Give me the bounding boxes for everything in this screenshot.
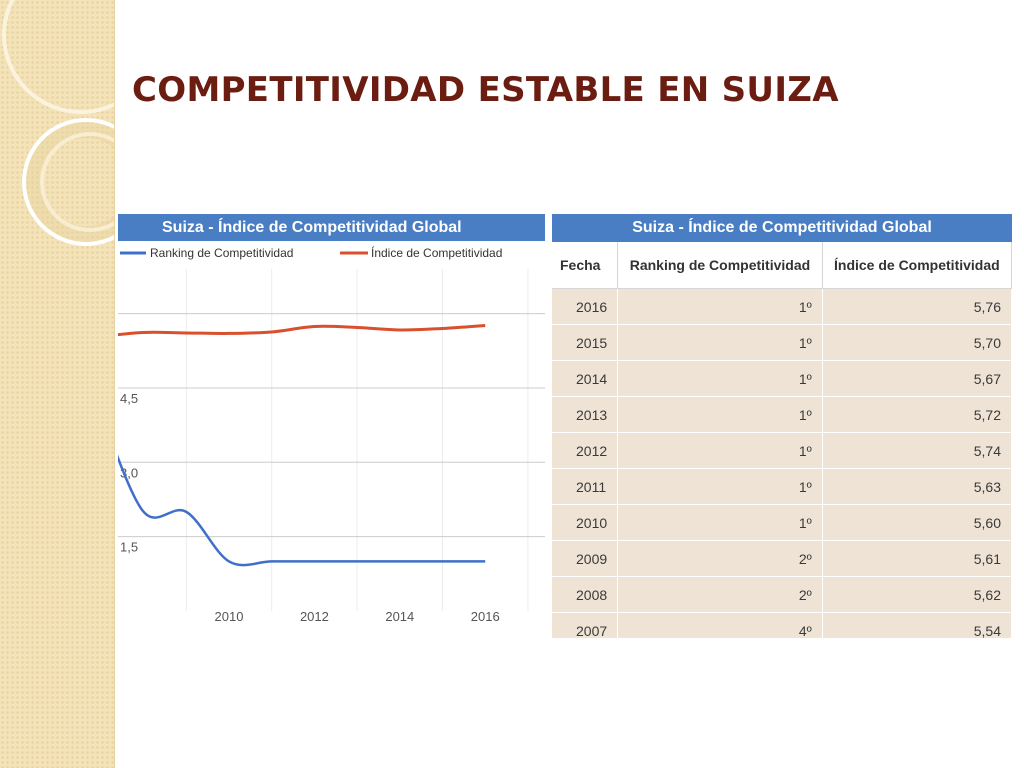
legend-label-indice: Índice de Competitividad xyxy=(371,245,502,260)
table-row: 2007 4º 5,54 xyxy=(552,612,1012,638)
decorative-ring xyxy=(2,0,114,114)
data-table: Fecha Ranking de Competitividad Índice d… xyxy=(552,242,1012,638)
chart-panel: Suiza - Índice de Competitividad Global … xyxy=(118,214,545,624)
cell-indice: 5,61 xyxy=(822,540,1012,577)
series-line-indice xyxy=(118,324,486,337)
cell-fecha: 2009 xyxy=(552,540,619,577)
x-tick-label: 2012 xyxy=(300,609,329,624)
cell-fecha: 2012 xyxy=(552,432,619,469)
cell-ranking: 1º xyxy=(617,288,823,325)
cell-indice: 5,63 xyxy=(822,468,1012,505)
decorative-ring xyxy=(40,132,114,232)
cell-ranking: 1º xyxy=(617,432,823,469)
table-panel: Suiza - Índice de Competitividad Global … xyxy=(552,214,1012,638)
cell-indice: 5,54 xyxy=(822,612,1012,638)
cell-indice: 5,74 xyxy=(822,432,1012,469)
cell-indice: 5,60 xyxy=(822,504,1012,541)
table-row: 2009 2º 5,61 xyxy=(552,540,1012,577)
cell-ranking: 1º xyxy=(617,504,823,541)
cell-indice: 5,62 xyxy=(822,576,1012,613)
y-tick-label: 1,5 xyxy=(120,540,138,555)
series-line-ranking xyxy=(118,454,486,567)
cell-ranking: 1º xyxy=(617,324,823,361)
cell-indice: 5,67 xyxy=(822,360,1012,397)
table-row: 2011 1º 5,63 xyxy=(552,468,1012,505)
cell-fecha: 2007 xyxy=(552,612,619,638)
cell-ranking: 2º xyxy=(617,576,823,613)
table-row: 2008 2º 5,62 xyxy=(552,576,1012,613)
table-title: Suiza - Índice de Competitividad Global xyxy=(552,214,1012,242)
cell-ranking: 2º xyxy=(617,540,823,577)
table-row: 2010 1º 5,60 xyxy=(552,504,1012,541)
column-header-fecha[interactable]: Fecha xyxy=(552,242,619,289)
column-header-indice[interactable]: Índice de Competitividad xyxy=(822,242,1012,289)
table-row: 2014 1º 5,67 xyxy=(552,360,1012,397)
cell-ranking: 1º xyxy=(617,396,823,433)
chart-title: Suiza - Índice de Competitividad Global xyxy=(118,214,545,241)
cell-indice: 5,76 xyxy=(822,288,1012,325)
x-tick-label: 2016 xyxy=(471,609,500,624)
cell-fecha: 2010 xyxy=(552,504,619,541)
table-row: 2016 1º 5,76 xyxy=(552,288,1012,325)
table-row: 2015 1º 5,70 xyxy=(552,324,1012,361)
cell-fecha: 2013 xyxy=(552,396,619,433)
column-header-ranking[interactable]: Ranking de Competitividad xyxy=(617,242,823,289)
cell-fecha: 2011 xyxy=(552,468,619,505)
cell-fecha: 2008 xyxy=(552,576,619,613)
cell-indice: 5,72 xyxy=(822,396,1012,433)
cell-ranking: 1º xyxy=(617,468,823,505)
x-tick-label: 2010 xyxy=(215,609,244,624)
cell-fecha: 2014 xyxy=(552,360,619,397)
y-tick-label: 4,5 xyxy=(120,391,138,406)
cell-ranking: 4º xyxy=(617,612,823,638)
cell-fecha: 2016 xyxy=(552,288,619,325)
x-tick-label: 2014 xyxy=(385,609,414,624)
slide-title: COMPETITIVIDAD ESTABLE EN SUIZA xyxy=(132,70,839,110)
legend-label-ranking: Ranking de Competitividad xyxy=(150,246,293,260)
table-row: 2012 1º 5,74 xyxy=(552,432,1012,469)
cell-fecha: 2015 xyxy=(552,324,619,361)
cell-ranking: 1º xyxy=(617,360,823,397)
decorative-sidebar xyxy=(0,0,115,768)
table-row: 2013 1º 5,72 xyxy=(552,396,1012,433)
table-header-row: Fecha Ranking de Competitividad Índice d… xyxy=(552,242,1012,289)
cell-indice: 5,70 xyxy=(822,324,1012,361)
